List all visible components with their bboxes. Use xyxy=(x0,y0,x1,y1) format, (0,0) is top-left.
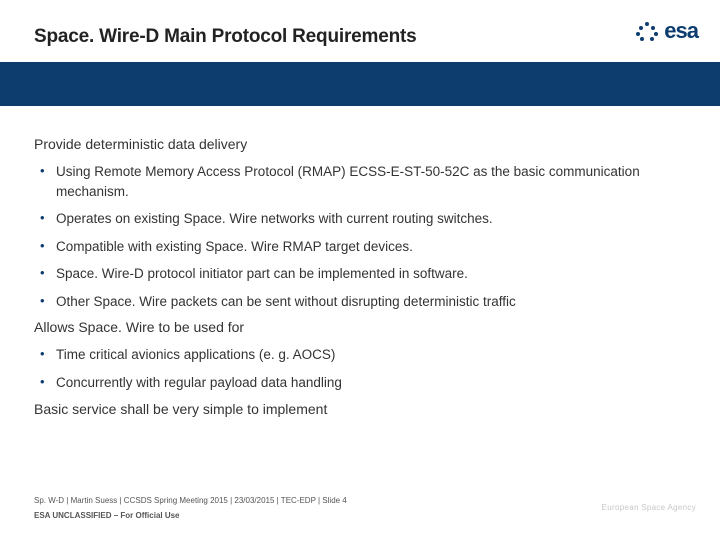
esa-logo-icon xyxy=(636,20,658,42)
header-area: Space. Wire-D Main Protocol Requirements… xyxy=(0,0,720,106)
esa-logo-text: esa xyxy=(664,18,698,44)
list-item: Concurrently with regular payload data h… xyxy=(34,373,690,393)
list-item: Compatible with existing Space. Wire RMA… xyxy=(34,237,690,257)
section-2-list: Time critical avionics applications (e. … xyxy=(34,345,690,392)
section-3-heading: Basic service shall be very simple to im… xyxy=(34,401,690,417)
list-item: Other Space. Wire packets can be sent wi… xyxy=(34,292,690,312)
section-1-list: Using Remote Memory Access Protocol (RMA… xyxy=(34,162,690,311)
esa-logo: esa xyxy=(636,18,698,44)
section-1-heading: Provide deterministic data delivery xyxy=(34,136,690,152)
section-2-heading: Allows Space. Wire to be used for xyxy=(34,319,690,335)
slide-content: Provide deterministic data delivery Usin… xyxy=(34,128,690,427)
list-item: Using Remote Memory Access Protocol (RMA… xyxy=(34,162,690,201)
header-blue-band xyxy=(0,62,720,106)
footer-classification: ESA UNCLASSIFIED – For Official Use xyxy=(34,511,690,520)
list-item: Operates on existing Space. Wire network… xyxy=(34,209,690,229)
footer: Sp. W-D | Martin Suess | CCSDS Spring Me… xyxy=(34,496,690,520)
page-title: Space. Wire-D Main Protocol Requirements xyxy=(34,26,416,48)
list-item: Time critical avionics applications (e. … xyxy=(34,345,690,365)
list-item: Space. Wire-D protocol initiator part ca… xyxy=(34,264,690,284)
footer-meta: Sp. W-D | Martin Suess | CCSDS Spring Me… xyxy=(34,496,690,505)
footer-agency: European Space Agency xyxy=(602,503,696,512)
